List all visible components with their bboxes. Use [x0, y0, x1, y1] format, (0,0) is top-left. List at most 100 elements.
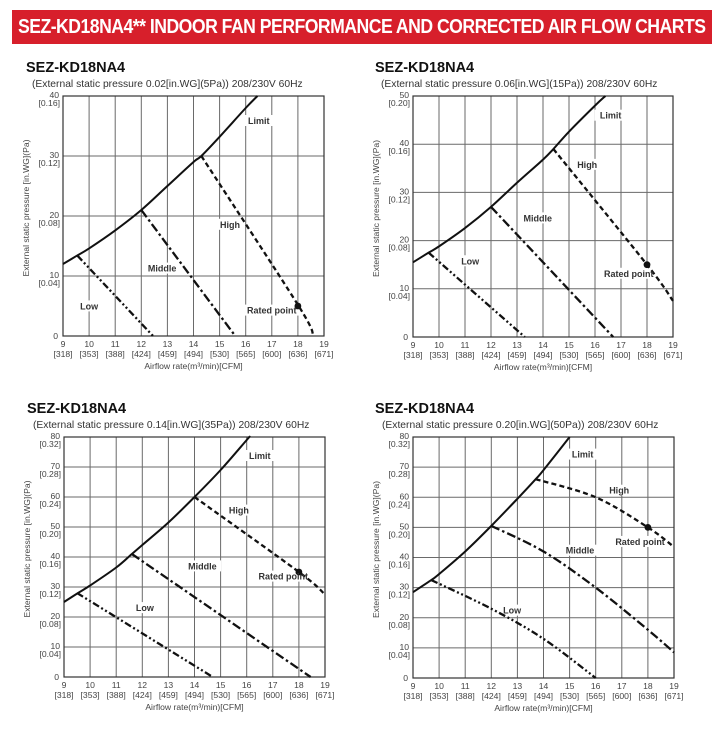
y-tick-inwg-label: [0.12] [388, 194, 410, 204]
annotation-high: High [577, 160, 597, 170]
x-tick-label: 12 [487, 681, 497, 691]
x-tick-label: 10 [84, 339, 94, 349]
page-banner: SEZ-KD18NA4** INDOOR FAN PERFORMANCE AND… [12, 10, 712, 44]
x-tick-cfm-label: [459] [158, 349, 177, 359]
curve-limit [412, 95, 607, 264]
x-tick-cfm-label: [388] [455, 350, 474, 360]
chart-title: SEZ-KD18NA4 [375, 60, 475, 76]
chart-title: SEZ-KD18NA4 [375, 401, 475, 417]
annotation-middle: Middle [524, 213, 553, 223]
x-tick-cfm-label: [388] [106, 349, 125, 359]
x-tick-label: 15 [215, 339, 225, 349]
annotation-high: High [220, 220, 240, 230]
y-tick-inwg-label: [0.04] [39, 649, 61, 659]
x-tick-label: 14 [538, 340, 548, 350]
x-tick-cfm-label: [600] [611, 350, 630, 360]
y-tick-inwg-label: [0.16] [388, 560, 410, 570]
y-tick-inwg-label: [0.12] [388, 590, 410, 600]
x-tick-cfm-label: [318] [53, 349, 72, 359]
chart-panel-5pa: SEZ-KD18NA4 (External static pressure 0.… [0, 55, 359, 395]
x-tick-cfm-label: [530] [559, 350, 578, 360]
rated-point-marker [294, 302, 302, 310]
y-axis-label: External static pressure [in.WG](Pa) [371, 481, 381, 618]
x-tick-label: 16 [241, 339, 251, 349]
x-tick-cfm-label: [565] [585, 350, 604, 360]
y-tick-label: 40 [399, 138, 409, 148]
x-tick-cfm-label: [494] [534, 691, 553, 701]
x-tick-label: 16 [242, 680, 252, 690]
chart-subtitle: (External static pressure 0.02[in.WG](5P… [32, 79, 303, 90]
x-tick-cfm-label: [530] [211, 690, 230, 700]
annotation-rated-point: Rated point [247, 306, 297, 316]
chart-subtitle: (External static pressure 0.20[in.WG](50… [382, 420, 659, 431]
x-tick-cfm-label: [494] [184, 349, 203, 359]
y-tick-label: 10 [49, 270, 59, 280]
plot-frame [412, 436, 675, 679]
x-tick-label: 10 [434, 681, 444, 691]
y-tick-label: 80 [399, 431, 409, 441]
chart-panel-15pa: SEZ-KD18NA4 (External static pressure 0.… [360, 55, 719, 395]
x-tick-label: 9 [61, 339, 66, 349]
x-tick-label: 19 [319, 339, 329, 349]
y-tick-inwg-label: [0.16] [38, 98, 60, 108]
rated-point-marker [644, 523, 652, 531]
chart-panel-35pa: SEZ-KD18NA4 (External static pressure 0.… [0, 395, 359, 735]
rated-point-marker [295, 568, 303, 576]
y-tick-inwg-label: [0.08] [38, 218, 60, 228]
x-tick-cfm-label: [424] [482, 691, 501, 701]
x-axis-label: Airflow rate(m³/min)[CFM] [144, 361, 242, 371]
x-tick-cfm-label: [459] [159, 690, 178, 700]
y-tick-label: 50 [399, 521, 409, 531]
plot-frame [62, 95, 325, 337]
x-tick-label: 18 [643, 681, 653, 691]
y-tick-label: 0 [403, 673, 408, 683]
x-tick-label: 15 [564, 340, 574, 350]
x-tick-cfm-label: [671] [664, 691, 683, 701]
x-tick-label: 9 [411, 681, 416, 691]
x-tick-label: 13 [512, 340, 522, 350]
y-tick-label: 10 [50, 641, 60, 651]
y-tick-label: 0 [54, 672, 59, 682]
curve-middle [490, 524, 675, 654]
x-tick-label: 18 [293, 339, 303, 349]
y-tick-inwg-label: [0.24] [388, 499, 410, 509]
y-tick-inwg-label: [0.24] [39, 499, 61, 509]
y-tick-inwg-label: [0.12] [39, 589, 61, 599]
y-tick-inwg-label: [0.20] [388, 98, 410, 108]
y-tick-label: 70 [399, 461, 409, 471]
y-tick-label: 30 [399, 582, 409, 592]
x-tick-label: 14 [190, 680, 200, 690]
x-axis-label: Airflow rate(m³/min)[CFM] [145, 702, 243, 712]
y-tick-inwg-label: [0.12] [38, 158, 60, 168]
y-tick-inwg-label: [0.08] [39, 619, 61, 629]
x-axis-label: Airflow rate(m³/min)[CFM] [494, 703, 592, 713]
x-tick-label: 17 [268, 680, 278, 690]
x-tick-cfm-label: [565] [236, 349, 255, 359]
annotation-rated-point: Rated point [604, 269, 654, 279]
x-axis-label: Airflow rate(m³/min)[CFM] [494, 362, 592, 372]
x-tick-label: 17 [617, 681, 627, 691]
x-tick-label: 13 [164, 680, 174, 690]
x-tick-label: 11 [111, 339, 120, 349]
y-tick-inwg-label: [0.28] [39, 469, 61, 479]
y-tick-inwg-label: [0.04] [388, 650, 410, 660]
x-tick-label: 11 [461, 340, 470, 350]
x-tick-label: 18 [294, 680, 304, 690]
x-tick-cfm-label: [600] [612, 691, 631, 701]
chart-subtitle: (External static pressure 0.06[in.WG](15… [381, 79, 658, 90]
x-tick-cfm-label: [424] [132, 349, 151, 359]
y-tick-label: 20 [399, 235, 409, 245]
y-tick-label: 0 [53, 331, 58, 341]
x-tick-label: 11 [461, 681, 470, 691]
y-tick-inwg-label: [0.32] [388, 439, 410, 449]
x-tick-label: 17 [616, 340, 626, 350]
x-tick-label: 12 [486, 340, 496, 350]
annotation-limit: Limit [572, 450, 594, 460]
annotation-low: Low [461, 256, 480, 266]
curve-middle [131, 553, 312, 678]
curve-low [430, 579, 597, 679]
x-tick-label: 14 [189, 339, 199, 349]
y-tick-label: 60 [399, 491, 409, 501]
annotation-low: Low [503, 606, 522, 616]
